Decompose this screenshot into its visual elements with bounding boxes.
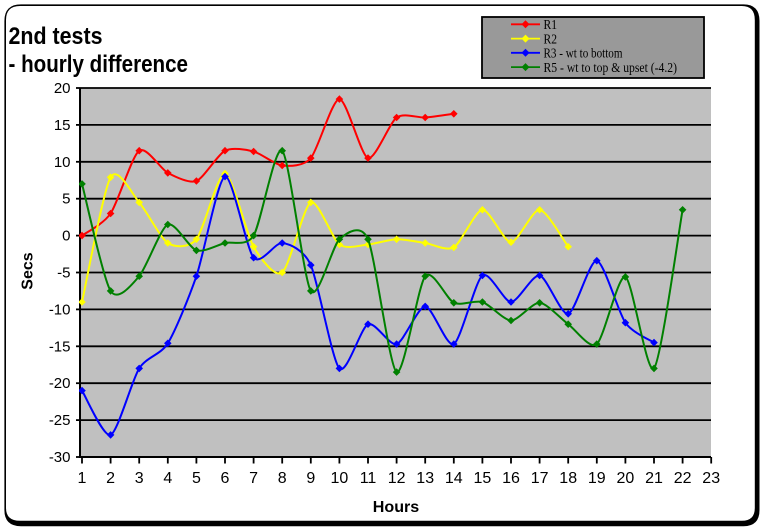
svg-text:Secs: Secs bbox=[19, 252, 36, 289]
svg-text:3: 3 bbox=[135, 470, 144, 487]
svg-text:16: 16 bbox=[502, 470, 520, 487]
svg-text:10: 10 bbox=[54, 154, 71, 171]
svg-text:22: 22 bbox=[674, 470, 692, 487]
svg-text:-5: -5 bbox=[57, 265, 70, 282]
svg-text:10: 10 bbox=[331, 470, 349, 487]
svg-text:15: 15 bbox=[54, 117, 71, 134]
svg-text:5: 5 bbox=[192, 470, 201, 487]
svg-text:18: 18 bbox=[559, 470, 577, 487]
svg-text:21: 21 bbox=[645, 470, 663, 487]
svg-text:-30: -30 bbox=[49, 449, 71, 466]
svg-text:19: 19 bbox=[588, 470, 606, 487]
svg-text:5: 5 bbox=[62, 191, 70, 208]
svg-text:1: 1 bbox=[78, 470, 87, 487]
svg-text:20: 20 bbox=[54, 80, 71, 97]
svg-text:R3 - wt to bottom: R3 - wt to bottom bbox=[544, 47, 623, 62]
svg-text:4: 4 bbox=[163, 470, 172, 487]
svg-text:0: 0 bbox=[62, 228, 70, 245]
svg-text:-10: -10 bbox=[49, 301, 71, 318]
svg-text:13: 13 bbox=[416, 470, 434, 487]
svg-text:- hourly difference: - hourly difference bbox=[9, 51, 189, 78]
svg-text:2: 2 bbox=[106, 470, 115, 487]
svg-text:2nd tests: 2nd tests bbox=[9, 23, 103, 50]
svg-text:R2: R2 bbox=[544, 32, 558, 47]
svg-text:14: 14 bbox=[445, 470, 463, 487]
svg-text:-20: -20 bbox=[49, 375, 71, 392]
svg-text:8: 8 bbox=[278, 470, 287, 487]
svg-text:Hours: Hours bbox=[373, 499, 420, 516]
svg-text:15: 15 bbox=[474, 470, 492, 487]
svg-text:7: 7 bbox=[249, 470, 258, 487]
svg-text:R1: R1 bbox=[544, 18, 558, 33]
svg-text:6: 6 bbox=[221, 470, 230, 487]
svg-text:12: 12 bbox=[388, 470, 406, 487]
svg-text:11: 11 bbox=[360, 470, 377, 487]
svg-text:9: 9 bbox=[306, 470, 315, 487]
svg-text:-15: -15 bbox=[49, 338, 71, 355]
svg-text:-25: -25 bbox=[49, 412, 71, 429]
svg-text:R5 - wt to top & upset (-4.2): R5 - wt to top & upset (-4.2) bbox=[544, 61, 678, 76]
svg-text:23: 23 bbox=[702, 470, 720, 487]
svg-text:17: 17 bbox=[531, 470, 549, 487]
svg-text:20: 20 bbox=[617, 470, 635, 487]
